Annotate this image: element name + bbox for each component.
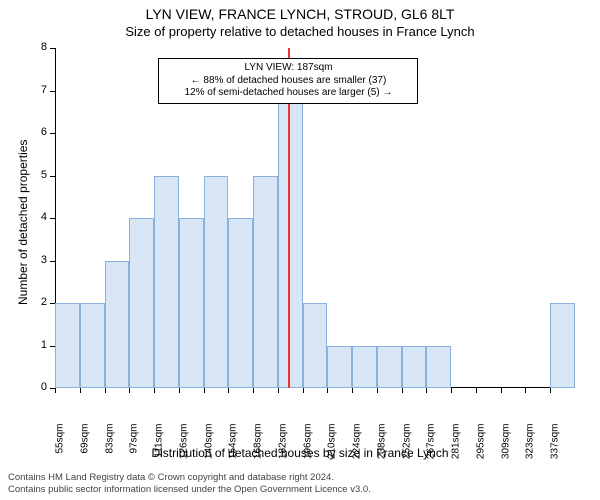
x-tick-label: 295sqm <box>475 424 486 479</box>
x-tick-label: 267sqm <box>426 424 437 479</box>
histogram-bar <box>129 218 154 388</box>
histogram-bar <box>105 261 130 389</box>
x-tick-label: 224sqm <box>352 424 363 479</box>
x-tick-label: 323sqm <box>525 424 536 479</box>
annotation-line: 12% of semi-detached houses are larger (… <box>165 87 411 100</box>
page-title-address: LYN VIEW, FRANCE LYNCH, STROUD, GL6 8LT <box>0 6 600 22</box>
page-title-subtitle: Size of property relative to detached ho… <box>0 24 600 39</box>
plot-area: LYN VIEW: 187sqm← 88% of detached houses… <box>55 48 575 388</box>
x-tick-label: 83sqm <box>104 424 115 479</box>
y-tick-label: 7 <box>33 84 47 96</box>
y-tick-label: 1 <box>33 339 47 351</box>
histogram-bar <box>154 176 179 389</box>
x-tick-label: 126sqm <box>178 424 189 479</box>
x-tick-label: 154sqm <box>228 424 239 479</box>
x-tick-label: 309sqm <box>500 424 511 479</box>
histogram-bar <box>426 346 451 389</box>
histogram-bar <box>80 303 105 388</box>
histogram-bar <box>179 218 204 388</box>
x-tick-label: 281sqm <box>451 424 462 479</box>
y-tick-label: 3 <box>33 254 47 266</box>
histogram-bar <box>253 176 278 389</box>
x-tick-label: 140sqm <box>203 424 214 479</box>
y-tick-label: 5 <box>33 169 47 181</box>
annotation-line: ← 88% of detached houses are smaller (37… <box>165 75 411 88</box>
x-tick-label: 196sqm <box>302 424 313 479</box>
chart-container: LYN VIEW, FRANCE LYNCH, STROUD, GL6 8LT … <box>0 0 600 500</box>
x-tick-label: 252sqm <box>401 424 412 479</box>
histogram-bar <box>303 303 328 388</box>
y-tick-label: 4 <box>33 211 47 223</box>
x-tick-label: 97sqm <box>129 424 140 479</box>
x-tick-label: 111sqm <box>154 424 165 479</box>
histogram-bar <box>550 303 575 388</box>
footer-line-2: Contains public sector information licen… <box>8 484 371 496</box>
histogram-bar <box>228 218 253 388</box>
x-tick-label: 55sqm <box>55 424 66 479</box>
x-tick-label: 182sqm <box>277 424 288 479</box>
y-tick-label: 0 <box>33 381 47 393</box>
y-axis-label: Number of detached properties <box>16 140 30 305</box>
histogram-bar <box>204 176 229 389</box>
histogram-bar <box>377 346 402 389</box>
x-tick-label: 337sqm <box>550 424 561 479</box>
histogram-bar <box>55 303 80 388</box>
x-tick-label: 69sqm <box>79 424 90 479</box>
histogram-bar <box>402 346 427 389</box>
x-tick-label: 210sqm <box>327 424 338 479</box>
annotation-box: LYN VIEW: 187sqm← 88% of detached houses… <box>158 58 418 104</box>
y-tick-label: 2 <box>33 296 47 308</box>
x-tick-label: 238sqm <box>376 424 387 479</box>
y-tick-label: 8 <box>33 41 47 53</box>
annotation-line: LYN VIEW: 187sqm <box>165 62 411 75</box>
x-tick-label: 168sqm <box>253 424 264 479</box>
histogram-bar <box>352 346 377 389</box>
histogram-bar <box>327 346 352 389</box>
y-tick-label: 6 <box>33 126 47 138</box>
